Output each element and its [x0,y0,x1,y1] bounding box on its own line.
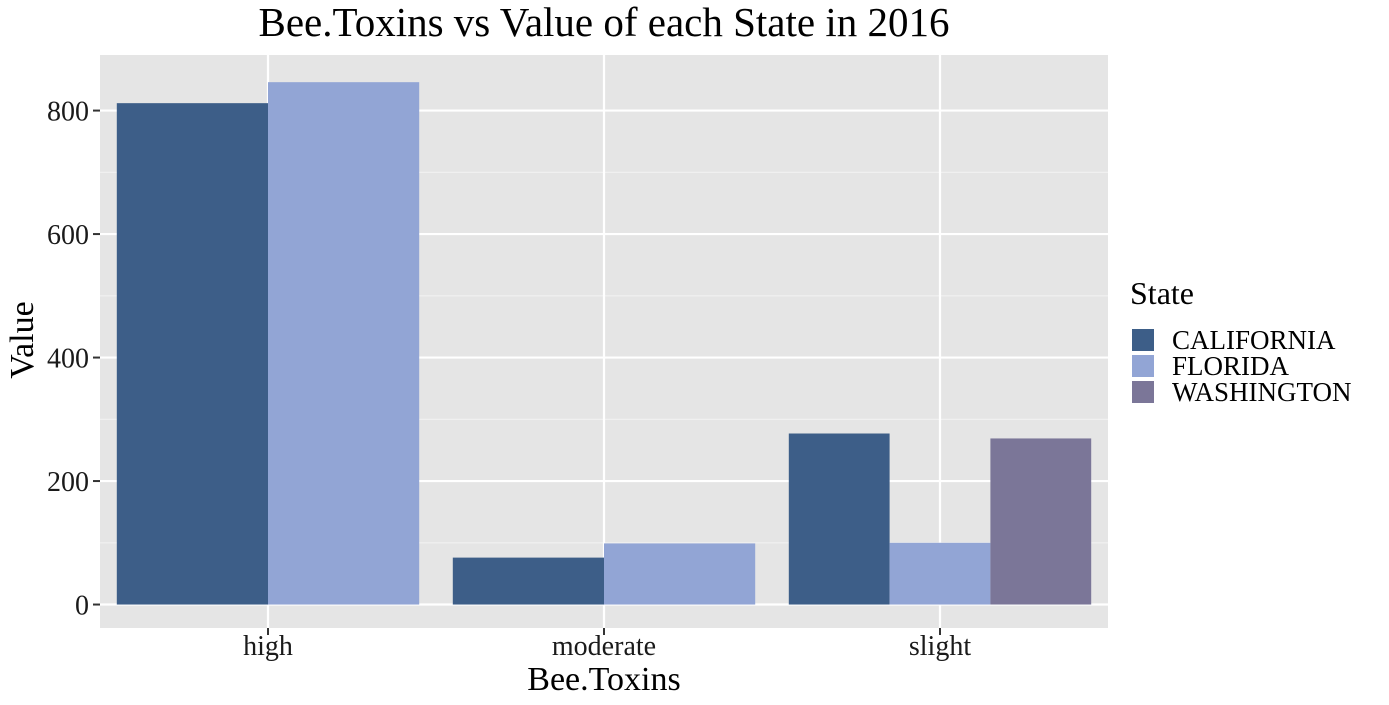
bar-california-slight [788,433,890,605]
y-axis: 0 200 400 600 800 [47,97,100,622]
y-tick-label: 600 [47,220,89,251]
x-axis-title: Bee.Toxins [527,661,680,698]
legend-title: State [1130,275,1194,311]
x-tick-label: slight [909,631,971,662]
x-tick-label: moderate [552,631,656,662]
legend-label-florida: FLORIDA [1172,351,1290,381]
legend-key-washington [1130,379,1156,405]
bar-california-high [116,103,268,605]
chart-title: Bee.Toxins vs Value of each State in 201… [259,0,950,45]
y-axis-title: Value [4,301,41,378]
bar-california-moderate [452,557,604,605]
legend-key-california [1130,327,1156,353]
y-tick-label: 0 [75,591,89,622]
bar-florida-high [268,82,420,605]
legend-label-california: CALIFORNIA [1172,325,1336,355]
bar-florida-moderate [604,543,756,605]
x-tick-label: high [243,631,293,662]
legend-key-florida [1130,353,1156,379]
legend-label-washington: WASHINGTON [1172,377,1352,407]
y-tick-label: 400 [47,344,89,375]
y-tick-label: 200 [47,467,89,498]
x-axis: high moderate slight [243,628,971,662]
bar-washington-slight [990,438,1092,605]
bar-florida-slight [889,542,991,605]
y-tick-label: 800 [47,97,89,128]
plot-panel [100,55,1108,628]
